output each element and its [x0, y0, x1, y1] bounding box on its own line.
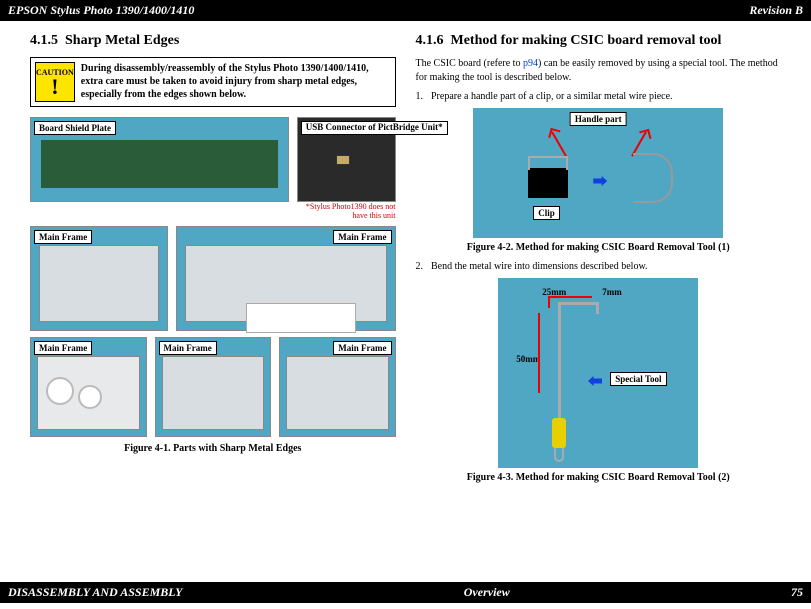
heading-text: Sharp Metal Edges — [65, 33, 179, 48]
figure-4-2-caption: Figure 4-2. Method for making CSIC Board… — [416, 242, 782, 253]
usb-port-icon — [336, 155, 350, 165]
tool-base-shape — [554, 448, 564, 462]
photo-mainframe-2: Main Frame — [176, 226, 396, 331]
heading-text: Method for making CSIC board removal too… — [451, 33, 722, 48]
label-mainframe-1: Main Frame — [34, 230, 92, 244]
figure-4-3-image: 25mm 7mm 50mm Special Tool — [498, 278, 698, 468]
label-handle: Handle part — [570, 112, 627, 126]
section-4-1-6-heading: 4.1.6 Method for making CSIC board remov… — [416, 33, 782, 49]
figure-4-3-wrap: 25mm 7mm 50mm Special Tool Figure 4-3. M… — [416, 278, 782, 483]
photo-usb: USB Connector of PictBridge Unit* — [297, 117, 396, 202]
step1-num: 1. — [416, 91, 424, 102]
heading-num: 4.1.5 — [30, 33, 58, 48]
tool-wire-hook — [596, 302, 599, 314]
board-shape — [41, 140, 278, 188]
step2-text: Bend the metal wire into dimensions desc… — [431, 261, 648, 272]
label-clip: Clip — [533, 206, 560, 220]
step-2: 2. Bend the metal wire into dimensions d… — [416, 261, 782, 272]
header-title: EPSON Stylus Photo 1390/1400/1410 — [8, 3, 194, 18]
clip-handle-shape — [528, 156, 568, 170]
label-board-shield: Board Shield Plate — [34, 121, 116, 135]
paper-shape — [246, 303, 356, 333]
figure-row-1: Board Shield Plate USB Connector of Pict… — [30, 117, 396, 220]
photo-mainframe-1: Main Frame — [30, 226, 168, 331]
footer-section: Overview — [464, 585, 510, 600]
wire-shape — [633, 153, 673, 203]
heading-num: 4.1.6 — [416, 33, 444, 48]
tool-wire-top — [558, 302, 598, 305]
step-1: 1. Prepare a handle part of a clip, or a… — [416, 91, 782, 102]
footer-page: 75 — [791, 585, 803, 600]
intro-paragraph: The CSIC board (refere to p94) can be ea… — [416, 57, 782, 85]
right-column: 4.1.6 Method for making CSIC board remov… — [416, 33, 782, 483]
arrow-icon — [551, 131, 567, 156]
printer-shape — [37, 356, 140, 430]
exclamation-icon: ! — [51, 77, 58, 97]
dim-7mm: 7mm — [598, 286, 626, 298]
printer-shape — [185, 245, 387, 322]
label-mainframe-2: Main Frame — [333, 230, 391, 244]
photo-board-shield: Board Shield Plate — [30, 117, 289, 202]
clip-shape — [528, 168, 568, 198]
photo-mainframe-3: Main Frame — [30, 337, 147, 437]
caution-icon: CAUTION ! — [35, 62, 75, 102]
photo-mainframe-4: Main Frame — [155, 337, 272, 437]
p94-link[interactable]: p94 — [523, 58, 538, 69]
label-mainframe-5: Main Frame — [333, 341, 391, 355]
printer-shape — [162, 356, 265, 430]
intro-a: The CSIC board (refere to — [416, 58, 523, 69]
figure-row-3: Main Frame Main Frame Main Frame — [30, 337, 396, 437]
step1-text: Prepare a handle part of a clip, or a si… — [431, 91, 673, 102]
arrow-right-icon — [593, 176, 607, 186]
dim-arrow-icon — [548, 296, 592, 298]
arrow-left-icon — [588, 376, 602, 386]
caution-text: During disassembly/reassembly of the Sty… — [81, 62, 391, 101]
printer-shape — [39, 245, 159, 322]
figure-4-2-wrap: Handle part Clip Figure 4-2. Method for … — [416, 108, 782, 253]
footer-bar: DISASSEMBLY AND ASSEMBLY Overview 75 — [0, 582, 811, 603]
label-special-tool: Special Tool — [610, 372, 666, 386]
label-usb: USB Connector of PictBridge Unit* — [301, 121, 448, 135]
left-column: 4.1.5 Sharp Metal Edges CAUTION ! During… — [30, 33, 396, 483]
header-revision: Revision B — [749, 3, 803, 18]
figure-4-1-caption: Figure 4-1. Parts with Sharp Metal Edges — [30, 443, 396, 454]
label-mainframe-3: Main Frame — [34, 341, 92, 355]
tool-wire-main — [558, 302, 561, 422]
header-bar: EPSON Stylus Photo 1390/1400/1410 Revisi… — [0, 0, 811, 21]
footer-chapter: DISASSEMBLY AND ASSEMBLY — [8, 585, 183, 600]
photo-usb-wrap: USB Connector of PictBridge Unit* *Stylu… — [297, 117, 396, 220]
printer-shape — [286, 356, 389, 430]
label-mainframe-4: Main Frame — [159, 341, 217, 355]
step2-num: 2. — [416, 261, 424, 272]
tool-handle-shape — [552, 418, 566, 448]
content: 4.1.5 Sharp Metal Edges CAUTION ! During… — [0, 21, 811, 483]
dim-arrow-icon — [538, 313, 540, 393]
photo-mainframe-5: Main Frame — [279, 337, 396, 437]
gear-icon — [78, 385, 102, 409]
usb-footnote: *Stylus Photo1390 does not have this uni… — [297, 202, 396, 220]
figure-4-2-image: Handle part Clip — [473, 108, 723, 238]
figure-row-2: Main Frame Main Frame — [30, 226, 396, 331]
section-4-1-5-heading: 4.1.5 Sharp Metal Edges — [30, 33, 396, 49]
figure-4-3-caption: Figure 4-3. Method for making CSIC Board… — [416, 472, 782, 483]
caution-box: CAUTION ! During disassembly/reassembly … — [30, 57, 396, 107]
gear-icon — [46, 377, 74, 405]
